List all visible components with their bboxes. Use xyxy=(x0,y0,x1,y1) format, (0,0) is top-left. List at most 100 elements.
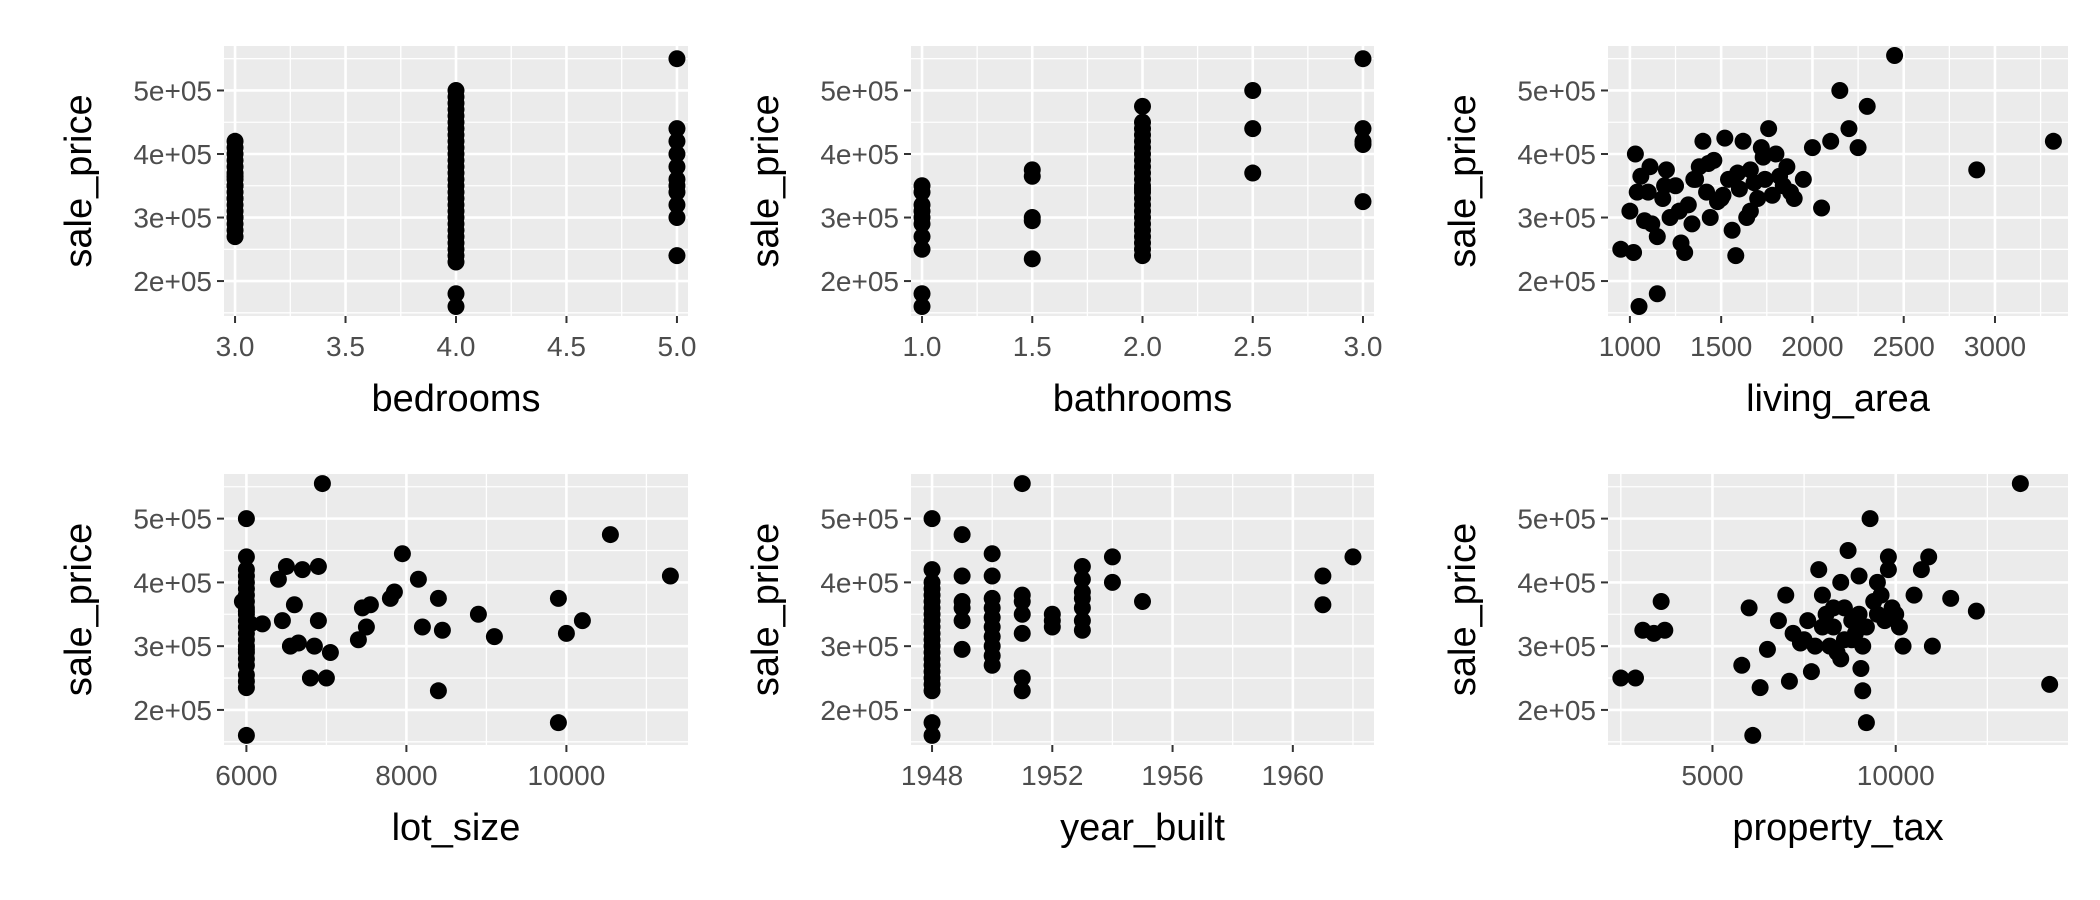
data-point xyxy=(1857,714,1875,732)
data-point xyxy=(1890,618,1908,636)
data-point xyxy=(1813,199,1831,217)
data-point xyxy=(1813,586,1831,604)
data-point xyxy=(447,81,465,99)
data-point xyxy=(469,605,487,623)
x-tick-label: 3.0 xyxy=(216,331,255,362)
data-point xyxy=(2044,132,2062,150)
data-point xyxy=(1854,682,1872,700)
data-point xyxy=(1698,183,1716,201)
data-point xyxy=(1813,618,1831,636)
data-point xyxy=(1648,228,1666,246)
y-tick-label: 5e+05 xyxy=(1517,75,1596,106)
data-point xyxy=(1612,240,1630,258)
x-tick-label: 3.5 xyxy=(326,331,365,362)
data-point xyxy=(1654,189,1672,207)
data-point xyxy=(549,714,567,732)
x-tick-label: 2000 xyxy=(1781,331,1843,362)
data-point xyxy=(1729,164,1747,182)
x-axis-title: year_built xyxy=(1060,807,1225,849)
x-axis-title: bathrooms xyxy=(1053,378,1233,420)
x-tick-label: 1500 xyxy=(1690,331,1752,362)
data-point xyxy=(1314,596,1332,614)
data-point xyxy=(1073,557,1091,575)
data-point xyxy=(1612,669,1630,687)
data-point xyxy=(1685,170,1703,188)
data-point xyxy=(1967,602,1985,620)
data-point xyxy=(1942,589,1960,607)
data-point xyxy=(1023,250,1041,268)
y-axis-title: sale_price xyxy=(58,94,100,267)
y-tick-label: 3e+05 xyxy=(133,203,212,234)
data-point xyxy=(1073,583,1091,601)
data-point xyxy=(289,634,307,652)
data-point xyxy=(237,510,255,528)
data-point xyxy=(1861,510,1879,528)
data-point xyxy=(273,612,291,630)
data-point xyxy=(1799,612,1817,630)
data-point xyxy=(277,557,295,575)
data-point xyxy=(241,615,259,633)
data-point xyxy=(1683,215,1701,233)
data-point xyxy=(1749,189,1767,207)
data-point xyxy=(1134,97,1151,115)
y-axis-title: sale_price xyxy=(745,94,787,267)
x-axis-title: lot_size xyxy=(392,807,521,849)
panel-year-built: 1948 1952 1956 1960 2e+05 3e+05 4e+05 5e+05 year… xyxy=(745,474,1374,849)
data-point xyxy=(237,640,255,658)
data-point xyxy=(1043,605,1061,623)
data-point xyxy=(573,612,591,630)
data-point xyxy=(1849,139,1867,157)
data-point xyxy=(321,644,339,662)
data-point xyxy=(668,247,686,265)
data-point xyxy=(309,612,327,630)
data-point xyxy=(1354,50,1372,68)
data-point xyxy=(293,561,311,579)
data-point xyxy=(1756,170,1774,188)
data-point xyxy=(1758,640,1776,658)
x-tick-label: 2500 xyxy=(1873,331,1935,362)
data-point xyxy=(1767,145,1785,163)
data-point xyxy=(226,177,244,195)
data-point xyxy=(1670,202,1688,220)
data-point xyxy=(1824,599,1842,617)
data-point xyxy=(1822,132,1840,150)
data-point xyxy=(1806,637,1824,655)
x-tick-label: 10000 xyxy=(527,760,605,791)
data-point xyxy=(237,726,255,744)
y-tick-label: 3e+05 xyxy=(820,631,899,662)
data-point xyxy=(1733,656,1751,674)
y-tick-label: 2e+05 xyxy=(820,266,899,297)
data-point xyxy=(1744,726,1762,744)
data-point xyxy=(668,177,686,195)
data-point xyxy=(661,567,679,585)
y-tick-label: 3e+05 xyxy=(1517,203,1596,234)
data-point xyxy=(1777,586,1795,604)
data-point xyxy=(1754,148,1772,166)
data-point xyxy=(1714,186,1732,204)
y-tick-label: 4e+05 xyxy=(133,567,212,598)
panel-bedrooms: 3.0 3.5 4.0 4.5 5.0 2e+05 3e+05 4e+05 5e+05 bedro… xyxy=(58,46,696,420)
data-point xyxy=(1741,202,1759,220)
x-tick-label: 4.0 xyxy=(437,331,476,362)
data-point xyxy=(226,209,244,227)
data-point xyxy=(357,618,375,636)
data-point xyxy=(1920,548,1938,566)
data-point xyxy=(1628,183,1646,201)
data-point xyxy=(305,637,323,655)
y-tick-label: 3e+05 xyxy=(820,203,899,234)
y-tick-label: 3e+05 xyxy=(1517,631,1596,662)
data-point xyxy=(313,475,331,493)
x-tick-label: 4.5 xyxy=(547,331,586,362)
data-point xyxy=(1905,586,1923,604)
y-tick-label: 2e+05 xyxy=(1517,695,1596,726)
x-axis-title: property_tax xyxy=(1732,807,1943,849)
x-axis-title: living_area xyxy=(1746,378,1931,420)
x-tick-label: 6000 xyxy=(215,760,277,791)
data-point xyxy=(433,621,451,639)
data-point xyxy=(393,545,411,563)
x-tick-label: 1.5 xyxy=(1013,331,1052,362)
data-point xyxy=(1968,161,1986,179)
data-point xyxy=(1244,81,1262,99)
data-point xyxy=(1630,297,1648,315)
